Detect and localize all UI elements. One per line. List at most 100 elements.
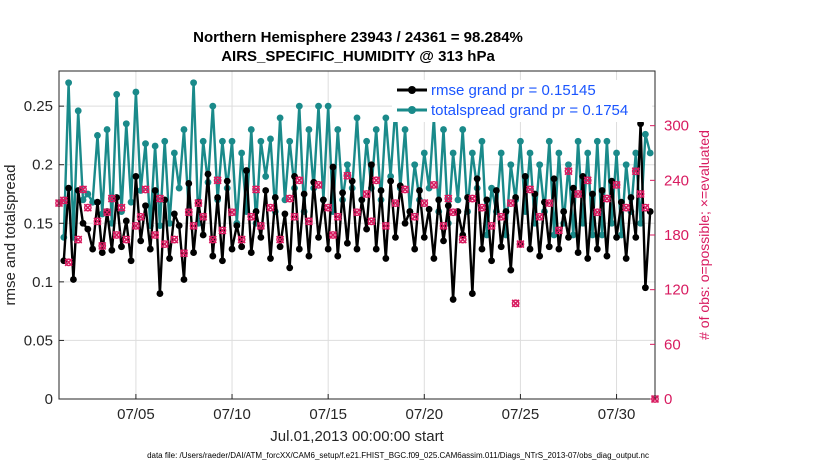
obs-evaluated-marker [208, 235, 217, 244]
obs-count-layer [54, 167, 660, 404]
obs-evaluated-marker [487, 221, 496, 230]
rmse-point [411, 245, 419, 253]
obs-possible-marker [160, 240, 169, 249]
rmse-point [478, 245, 486, 253]
obs-possible-marker [237, 235, 246, 244]
y2-tick-label: 180 [664, 227, 689, 244]
rmse-point [569, 184, 577, 192]
obs-possible-marker [98, 242, 107, 250]
spread-point [257, 137, 265, 145]
obs-evaluated-marker [179, 249, 189, 258]
spread-point [79, 196, 87, 204]
obs-possible-marker [151, 231, 160, 239]
obs-evaluated-marker [304, 217, 314, 226]
spread-point [199, 137, 207, 145]
rmse-point [185, 180, 193, 187]
obs-possible-marker [136, 212, 145, 221]
spread-point [593, 137, 601, 145]
spread-point [209, 102, 217, 110]
obs-possible-marker [199, 212, 208, 221]
obs-possible-marker [391, 199, 400, 208]
obs-evaluated-marker [160, 240, 169, 249]
rmse-point [334, 252, 342, 260]
obs-evaluated-marker [381, 221, 390, 230]
rmse-point [565, 233, 572, 241]
obs-possible-marker [511, 299, 520, 308]
rmse-point [521, 173, 529, 180]
spread-point [584, 149, 592, 157]
obs-evaluated-marker [93, 217, 102, 226]
y2-axis-ticks: 0 60 120 180 240 300 [650, 118, 689, 408]
spread-point [324, 102, 332, 110]
obs-evaluated-marker [218, 226, 227, 235]
obs-possible-marker [170, 235, 179, 244]
rmse-point [358, 196, 366, 204]
rmse-point [228, 245, 236, 253]
spread-point [103, 126, 111, 133]
rmse-point [368, 161, 375, 169]
obs-evaluated-marker [256, 221, 265, 230]
spread-point [420, 149, 428, 157]
spread-point [151, 142, 159, 150]
rmse-point [223, 177, 231, 185]
obs-evaluated-marker [213, 176, 222, 185]
y-tick-label: 0.1 [32, 274, 53, 291]
spread-point [574, 137, 582, 145]
rmse-point [243, 167, 250, 174]
rmse-point [497, 243, 505, 251]
obs-evaluated-marker [227, 208, 237, 217]
rmse-point [180, 276, 188, 283]
spread-point [180, 126, 188, 133]
obs-possible-marker [545, 199, 554, 208]
rmse-point [199, 231, 207, 239]
obs-evaluated-marker [112, 230, 121, 240]
obs-possible-marker [218, 226, 227, 235]
obs-possible-marker [117, 203, 126, 212]
rmse-point [329, 163, 337, 171]
obs-possible-marker [305, 217, 313, 226]
rmse-point [122, 217, 130, 225]
obs-possible-marker [420, 199, 429, 208]
spread-point [613, 149, 620, 157]
obs-possible-marker [208, 235, 217, 244]
obs-possible-marker [59, 196, 68, 205]
obs-evaluated-marker [574, 189, 583, 199]
rmse-point [473, 175, 481, 183]
obs-evaluated-marker [362, 189, 371, 199]
spread-point [449, 149, 457, 157]
obs-evaluated-marker [136, 212, 145, 221]
obs-evaluated-marker [184, 208, 193, 217]
rmse-point [593, 245, 601, 253]
rmse-point [98, 249, 106, 256]
obs-possible-marker [83, 203, 92, 212]
obs-evaluated-marker [117, 203, 126, 212]
obs-possible-marker [74, 235, 83, 244]
rmse-point [377, 187, 385, 194]
obs-evaluated-marker [122, 235, 131, 244]
rmse-point [214, 194, 222, 201]
rmse-point [190, 249, 197, 256]
legend-box [392, 80, 652, 122]
rmse-point [613, 233, 620, 241]
rmse-point [170, 210, 178, 218]
obs-evaluated-marker [266, 203, 275, 212]
legend: rmse grand pr = 0.15145 totalspread gran… [392, 80, 652, 122]
rmse-point [166, 255, 173, 262]
legend-spread-marker [408, 106, 416, 114]
obs-evaluated-marker [78, 185, 88, 194]
y-tick-label: 0.15 [24, 215, 53, 232]
rmse-point [204, 170, 212, 178]
rmse-point [89, 245, 97, 253]
spread-point [190, 79, 197, 87]
rmse-point [492, 187, 500, 194]
obs-evaluated-marker [295, 176, 304, 185]
obs-evaluated-marker [506, 199, 515, 208]
rmse-point [401, 219, 409, 227]
rmse-point [247, 249, 255, 256]
obs-possible-marker [497, 212, 506, 221]
obs-evaluated-marker [59, 196, 68, 205]
obs-evaluated-marker [554, 226, 563, 235]
obs-evaluated-marker [199, 212, 208, 221]
obs-possible-marker [247, 212, 256, 221]
